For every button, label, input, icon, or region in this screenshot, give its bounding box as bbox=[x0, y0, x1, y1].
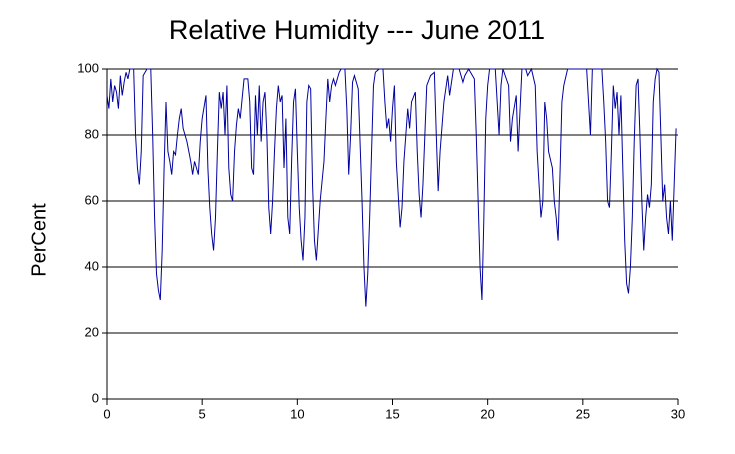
x-tick-label: 10 bbox=[290, 406, 304, 421]
x-tick-label: 25 bbox=[576, 406, 590, 421]
chart-title: Relative Humidity --- June 2011 bbox=[169, 15, 545, 45]
humidity-line bbox=[106, 67, 677, 307]
x-tick-label: 0 bbox=[103, 406, 110, 421]
y-tick-label: 80 bbox=[85, 126, 99, 141]
y-tick-label: 20 bbox=[85, 324, 99, 339]
y-tick-label: 0 bbox=[92, 390, 99, 405]
x-tick-label: 30 bbox=[671, 406, 685, 421]
x-tick-label: 15 bbox=[385, 406, 399, 421]
x-tick-label: 20 bbox=[480, 406, 494, 421]
y-tick-label: 40 bbox=[85, 258, 99, 273]
y-axis-label: PerCent bbox=[28, 203, 50, 277]
y-tick-label: 60 bbox=[85, 192, 99, 207]
x-tick-label: 5 bbox=[199, 406, 206, 421]
y-tick-label: 100 bbox=[77, 60, 99, 75]
